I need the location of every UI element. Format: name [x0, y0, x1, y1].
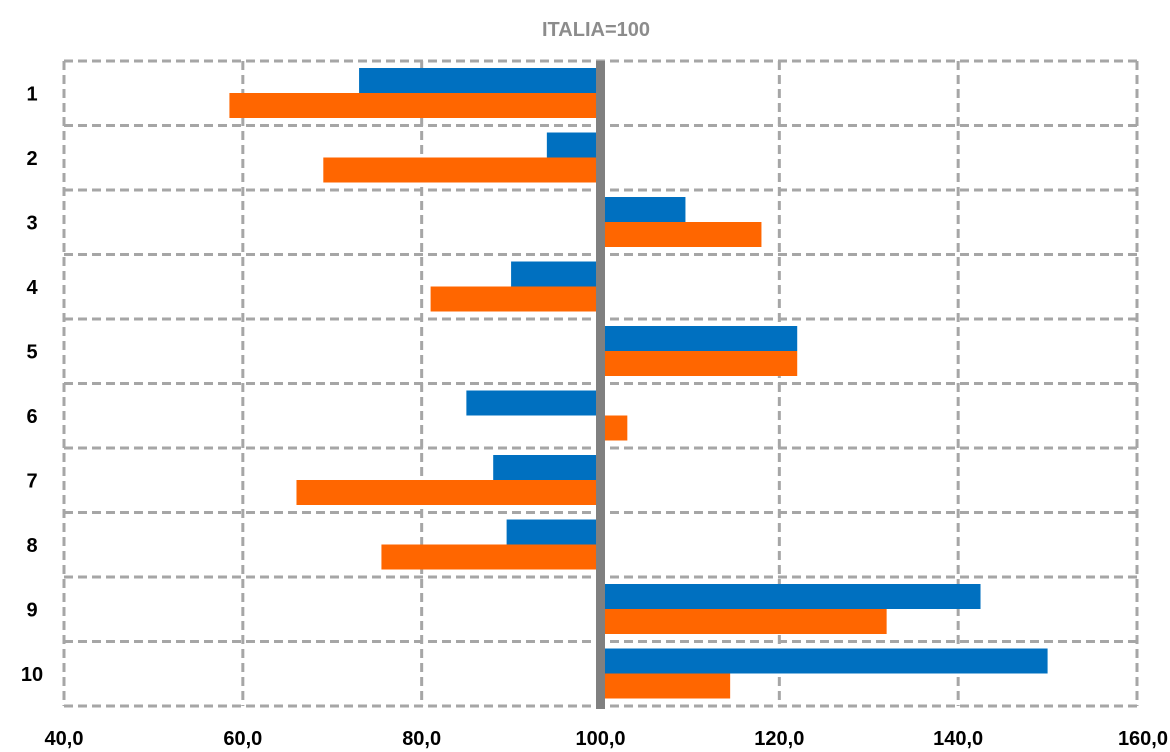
bar-series1-cat-3 [600, 197, 686, 222]
x-tick-label-0: 40,0 [45, 728, 84, 750]
bar-series2-cat-3 [600, 222, 762, 247]
bar-series1-cat-7 [493, 455, 601, 480]
bar-series2-cat-7 [296, 480, 601, 505]
y-tick-label-4: 4 [26, 277, 38, 299]
bar-series2-cat-1 [229, 93, 601, 118]
x-tick-label-3: 100,0 [575, 728, 625, 750]
y-tick-label-3: 3 [26, 212, 37, 234]
bar-series1-cat-9 [600, 584, 981, 609]
y-tick-label-5: 5 [26, 341, 37, 363]
bar-series1-cat-6 [466, 390, 601, 416]
y-tick-label-2: 2 [26, 148, 37, 170]
y-tick-label-9: 9 [26, 599, 37, 621]
bar-series2-cat-9 [600, 609, 887, 634]
bar-series2-cat-2 [323, 157, 601, 183]
bar-series1-cat-4 [511, 261, 601, 287]
y-tick-label-8: 8 [26, 535, 37, 557]
x-tick-label-2: 80,0 [402, 728, 441, 750]
bar-series2-cat-10 [600, 673, 731, 699]
x-tick-label-4: 120,0 [754, 728, 804, 750]
bar-series2-cat-8 [381, 544, 601, 570]
x-tick-label-5: 140,0 [933, 728, 983, 750]
bar-series1-cat-2 [546, 132, 601, 158]
y-tick-label-6: 6 [26, 406, 37, 428]
bar-series1-cat-10 [600, 648, 1048, 674]
x-tick-label-6: 160,0 [1118, 728, 1168, 750]
y-tick-label-1: 1 [26, 83, 37, 105]
bar-series1-cat-5 [600, 326, 798, 351]
bar-series1-cat-8 [506, 519, 601, 545]
bars [229, 68, 1048, 699]
y-axis-labels: 1 2 3 4 5 6 7 8 9 10 [21, 83, 43, 686]
bar-series2-cat-4 [430, 286, 601, 312]
bar-series1-cat-1 [359, 68, 601, 93]
bar-series2-cat-5 [600, 351, 798, 376]
x-axis-labels: 40,0 60,0 80,0 100,0 120,0 140,0 160,0 [45, 728, 1168, 750]
y-tick-label-10: 10 [21, 664, 43, 686]
chart-title: ITALIA=100 [542, 19, 650, 41]
x-tick-label-1: 60,0 [223, 728, 262, 750]
y-tick-label-7: 7 [26, 470, 37, 492]
